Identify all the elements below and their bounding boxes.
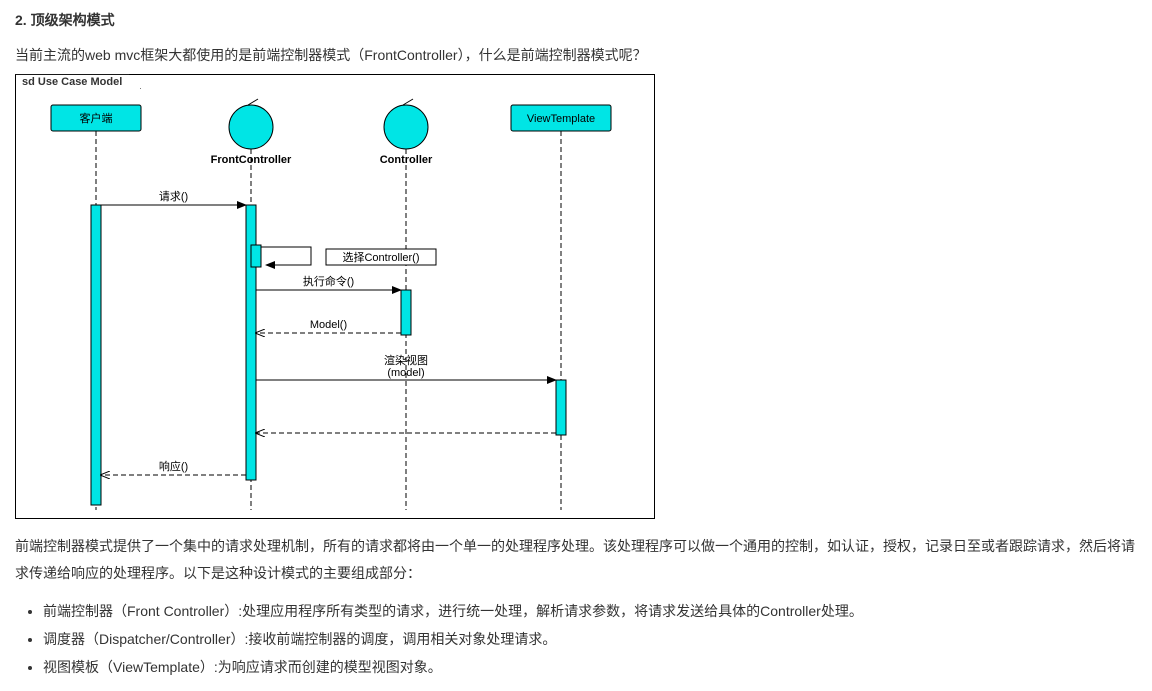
description-para: 前端控制器模式提供了一个集中的请求处理机制，所有的请求都将由一个单一的处理程序处… <box>15 533 1137 586</box>
svg-text:渲染视图: 渲染视图 <box>384 353 428 367</box>
svg-text:执行命令(): 执行命令() <box>303 274 354 288</box>
svg-text:请求(): 请求() <box>159 190 188 203</box>
svg-text:响应(): 响应() <box>159 459 188 473</box>
intro-text: 当前主流的web mvc框架大都使用的是前端控制器模式（FrontControl… <box>15 44 1137 66</box>
bullet-list: 前端控制器（Front Controller）:处理应用程序所有类型的请求，进行… <box>43 597 1137 681</box>
list-item: 前端控制器（Front Controller）:处理应用程序所有类型的请求，进行… <box>43 597 1137 625</box>
svg-text:ViewTemplate: ViewTemplate <box>527 113 595 125</box>
diagram-svg: 客户端FrontControllerControllerViewTemplate… <box>16 75 654 518</box>
diagram-tab: sd Use Case Model <box>15 74 141 89</box>
list-item: 调度器（Dispatcher/Controller）:接收前端控制器的调度，调用… <box>43 625 1137 653</box>
svg-text:Model(): Model() <box>310 319 347 331</box>
sequence-diagram: sd Use Case Model 客户端FrontControllerCont… <box>15 74 655 519</box>
svg-text:选择Controller(): 选择Controller() <box>342 250 419 264</box>
svg-text:客户端: 客户端 <box>80 111 113 125</box>
svg-text:(model): (model) <box>387 367 424 379</box>
section-heading: 2. 顶级架构模式 <box>15 10 1137 30</box>
list-item: 视图模板（ViewTemplate）:为响应请求而创建的模型视图对象。 <box>43 653 1137 681</box>
